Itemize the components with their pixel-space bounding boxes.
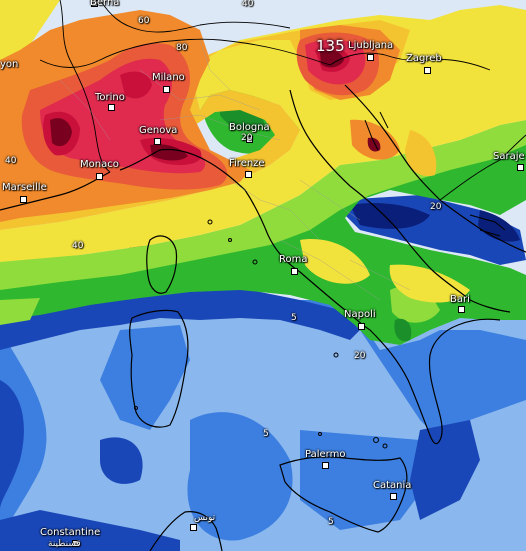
coastline-sardinia — [129, 309, 189, 428]
city-label-torino: Torino — [95, 92, 125, 103]
contour-label-40-top: 40 — [242, 0, 254, 9]
city-label-napoli: Napoli — [344, 309, 376, 320]
city-label-lyon: yon — [0, 59, 19, 70]
coastline-sicily — [279, 456, 408, 533]
city-dot-monaco — [96, 173, 103, 180]
city-dot-milano — [163, 86, 170, 93]
city-dot-sarajevo — [517, 164, 524, 171]
city-dot-bologna — [246, 136, 253, 143]
city-label-constantine-ar: قسنطينة — [48, 539, 81, 549]
city-dot-bari — [458, 306, 465, 313]
city-dot-genova — [154, 138, 161, 145]
contour-label-20-napoli: 20 — [354, 351, 366, 361]
city-label-genova: Genova — [139, 125, 178, 136]
city-dot-ljubljana — [367, 54, 374, 61]
field-magenta — [43, 47, 350, 165]
field-red — [40, 39, 366, 174]
province-borders — [59, 39, 411, 301]
border-slovenia — [329, 52, 491, 71]
city-label-constantine: Constantine — [40, 527, 101, 538]
contour-label-20-croatia: 20 — [430, 202, 442, 212]
city-dot-catania — [390, 493, 397, 500]
city-dot-torino — [108, 104, 115, 111]
contour-label-5-south: 5 — [263, 429, 269, 439]
coastline-tunisia — [149, 511, 223, 551]
city-label-tunis: تونس — [194, 513, 216, 523]
border-west — [59, 0, 111, 173]
city-dot-napoli — [358, 323, 365, 330]
city-dot-constantine — [72, 540, 79, 547]
city-dot-bern — [91, 0, 98, 7]
city-label-roma: Roma — [279, 254, 308, 265]
city-dot-roma — [291, 268, 298, 275]
field-yellow — [0, 0, 526, 303]
coastline-italy-east — [289, 89, 511, 313]
city-label-bari: Bari — [450, 294, 470, 305]
city-dot-tunis — [190, 524, 197, 531]
contour-label-5-tyrrhenian: 5 — [291, 313, 297, 323]
city-label-firenze: Firenze — [229, 158, 265, 169]
city-label-zagreb: Zagreb — [406, 53, 442, 64]
city-label-sarajevo: Saraje — [493, 151, 525, 162]
coastline-corsica — [146, 235, 178, 294]
city-dot-marseille — [20, 196, 27, 203]
city-label-bern: Berna — [90, 0, 120, 8]
contour-label-5-sicily: 5 — [328, 517, 334, 527]
city-label-bologna: Bologna — [229, 122, 270, 133]
contour-label-80: 80 — [176, 43, 188, 53]
city-label-palermo: Palermo — [305, 449, 346, 460]
city-dot-firenze — [245, 171, 252, 178]
city-label-ljubljana: Ljubljana — [348, 40, 394, 51]
city-label-catania: Catania — [373, 480, 412, 491]
city-dot-palermo — [322, 462, 329, 469]
city-label-monaco: Monaco — [80, 159, 119, 170]
contour-label-60: 60 — [138, 16, 150, 26]
border-balkans — [439, 134, 526, 201]
border-alps — [39, 38, 331, 68]
contour-label-20-bologna: 20 — [241, 133, 253, 143]
islands — [134, 111, 506, 449]
city-label-milano: Milano — [152, 72, 185, 83]
city-label-marseille: Marseille — [2, 182, 47, 193]
border-north — [99, 0, 291, 33]
contour-label-40-west: 40 — [5, 156, 17, 166]
city-dot-zagreb — [424, 67, 431, 74]
coastline-croatia — [344, 84, 526, 253]
max-precip-label: 135 — [316, 37, 345, 55]
contour-label-40-south: 40 — [72, 241, 84, 251]
coastline-italy-west — [119, 148, 501, 445]
